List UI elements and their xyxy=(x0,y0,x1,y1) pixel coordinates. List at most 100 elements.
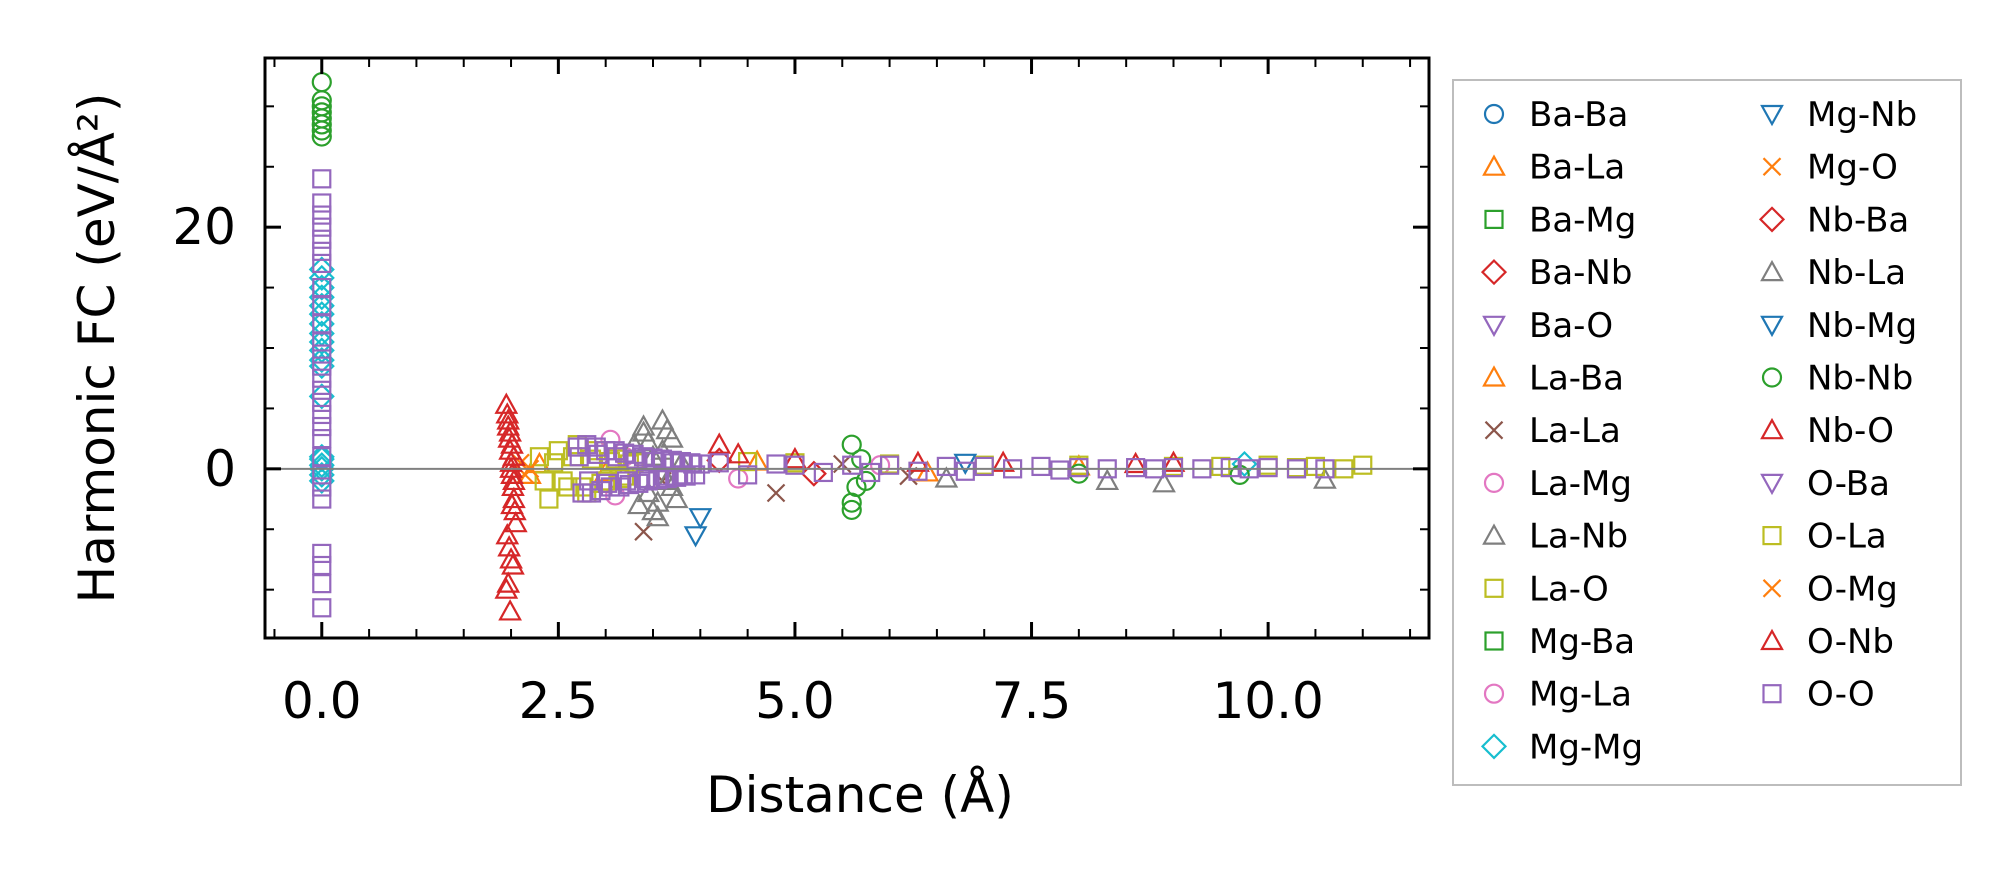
legend-item-ba-nb: Ba-Nb xyxy=(1480,253,1632,293)
legend-label-nb-mg: Nb-Mg xyxy=(1807,306,1917,346)
data-point-o-o xyxy=(709,453,729,473)
data-point-o-o xyxy=(312,392,332,412)
legend-label-ba-ba: Ba-Ba xyxy=(1529,95,1628,135)
legend-marker-la-ba xyxy=(1482,365,1506,387)
legend-label-o-ba: O-Ba xyxy=(1807,464,1890,504)
data-point-nb-nb xyxy=(841,434,862,455)
data-point-la-nb xyxy=(1152,471,1176,493)
legend-item-o-ba: O-Ba xyxy=(1760,464,1890,504)
legend-marker-o-la xyxy=(1762,525,1782,546)
x-axis-label: Distance (Å) xyxy=(706,766,1014,824)
data-point-o-o xyxy=(312,277,332,298)
legend-item-la-ba: La-Ba xyxy=(1482,359,1624,399)
data-point-mg-nb xyxy=(688,508,713,530)
data-point-nb-o xyxy=(502,468,526,491)
data-point-o-o xyxy=(312,229,332,249)
data-point-o-o xyxy=(879,455,900,475)
legend-item-nb-ba: Nb-Ba xyxy=(1758,200,1909,240)
legend-item-ba-ba: Ba-Ba xyxy=(1483,95,1628,135)
legend-item-o-mg: O-Mg xyxy=(1762,569,1898,609)
legend-item-o-la: O-La xyxy=(1762,517,1887,557)
data-point-mg-nb xyxy=(683,526,708,548)
data-point-o-o xyxy=(312,574,332,594)
legend-marker-mg-ba xyxy=(1484,631,1504,651)
legend-marker-o-ba xyxy=(1760,473,1784,496)
legend-item-ba-o: Ba-O xyxy=(1482,306,1613,346)
legend-marker-ba-o xyxy=(1482,315,1506,338)
legend-marker-o-mg xyxy=(1762,579,1782,598)
data-point-la-o xyxy=(553,471,573,491)
data-point-o-o xyxy=(908,461,928,481)
data-point-la-o xyxy=(539,489,559,509)
legend-item-mg-ba: Mg-Ba xyxy=(1484,622,1635,662)
data-point-o-o xyxy=(312,253,332,274)
data-point-la-o xyxy=(529,447,550,467)
legend-item-la-o: La-O xyxy=(1484,569,1609,609)
legend-label-ba-o: Ba-O xyxy=(1529,306,1613,346)
data-point-o-o xyxy=(1031,456,1051,477)
legend-box xyxy=(1452,79,1962,786)
legend-label-nb-ba: Nb-Ba xyxy=(1807,200,1909,240)
data-point-o-o xyxy=(312,241,332,261)
legend-label-la-nb: La-Nb xyxy=(1529,517,1628,557)
data-point-la-o xyxy=(534,471,554,491)
legend-item-nb-mg: Nb-Mg xyxy=(1760,306,1917,346)
legend-marker-mg-o xyxy=(1762,157,1782,176)
data-point-o-o xyxy=(597,473,618,493)
data-point-o-o xyxy=(312,217,332,237)
data-point-la-nb xyxy=(626,492,651,515)
legend-label-o-mg: O-Mg xyxy=(1807,569,1898,609)
data-point-nb-o xyxy=(502,486,526,509)
legend-marker-la-la xyxy=(1484,420,1504,440)
legend-marker-o-o xyxy=(1762,684,1782,704)
data-point-o-o xyxy=(312,447,332,467)
data-point-nb-o xyxy=(500,462,524,484)
data-point-la-o xyxy=(544,453,564,473)
data-point-o-o xyxy=(683,454,703,474)
legend-marker-la-mg xyxy=(1483,472,1505,493)
legend-marker-mg-nb xyxy=(1760,104,1784,127)
legend-marker-nb-ba xyxy=(1758,206,1786,233)
data-point-la-o xyxy=(548,441,568,461)
data-point-nb-o xyxy=(495,523,520,545)
data-point-o-o xyxy=(1069,458,1089,478)
data-point-o-o xyxy=(1126,458,1146,478)
data-point-la-nb xyxy=(645,490,670,512)
data-point-o-o xyxy=(1163,458,1184,478)
data-point-nb-o xyxy=(783,446,807,469)
data-point-o-o xyxy=(1220,458,1240,478)
data-point-la-nb xyxy=(1095,468,1120,491)
legend-label-o-la: O-La xyxy=(1807,517,1887,557)
data-point-mg-mg xyxy=(1231,450,1258,478)
data-point-o-o xyxy=(616,471,637,491)
y-tick-label: 0 xyxy=(204,440,236,498)
legend-marker-o-nb xyxy=(1760,628,1784,651)
legend-marker-la-o xyxy=(1484,578,1504,598)
data-point-o-o xyxy=(312,465,332,485)
data-point-mg-mg xyxy=(308,264,335,291)
legend-label-o-o: O-O xyxy=(1807,675,1875,715)
plot-frame xyxy=(263,56,1431,640)
data-point-o-o xyxy=(607,447,627,467)
legend-marker-ba-mg xyxy=(1484,209,1504,229)
data-point-nb-nb xyxy=(311,120,332,141)
legend-item-nb-o: Nb-O xyxy=(1760,411,1894,451)
data-point-o-o xyxy=(955,461,975,481)
legend-marker-ba-nb xyxy=(1480,259,1508,286)
data-point-o-o xyxy=(861,462,881,483)
data-point-o-o xyxy=(312,489,332,509)
data-point-o-o xyxy=(312,477,332,497)
data-point-o-o xyxy=(312,543,332,564)
data-point-o-o xyxy=(579,471,599,491)
data-point-nb-o xyxy=(498,420,522,442)
legend-label-nb-la: Nb-La xyxy=(1807,253,1906,293)
data-point-o-o xyxy=(312,598,332,618)
data-point-nb-o xyxy=(707,432,732,454)
data-point-o-o xyxy=(685,465,706,485)
x-tick-label: 5.0 xyxy=(755,672,835,730)
data-point-o-o xyxy=(766,454,786,474)
data-point-nb-o xyxy=(499,547,523,569)
legend-label-la-ba: La-Ba xyxy=(1529,359,1624,399)
legend-marker-nb-mg xyxy=(1760,315,1784,338)
